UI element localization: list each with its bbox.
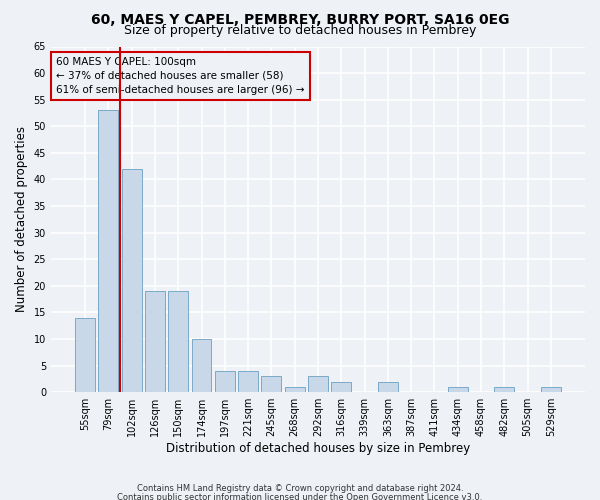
Bar	[448, 387, 467, 392]
Bar	[98, 110, 118, 392]
Bar	[331, 382, 351, 392]
Text: Contains public sector information licensed under the Open Government Licence v3: Contains public sector information licen…	[118, 492, 482, 500]
Bar	[75, 318, 95, 392]
Text: Contains HM Land Registry data © Crown copyright and database right 2024.: Contains HM Land Registry data © Crown c…	[137, 484, 463, 493]
Bar	[191, 339, 211, 392]
Text: Size of property relative to detached houses in Pembrey: Size of property relative to detached ho…	[124, 24, 476, 37]
Bar	[238, 371, 258, 392]
Bar	[169, 291, 188, 392]
Bar	[308, 376, 328, 392]
Bar	[378, 382, 398, 392]
Bar	[145, 291, 165, 392]
Bar	[262, 376, 281, 392]
Bar	[122, 169, 142, 392]
Y-axis label: Number of detached properties: Number of detached properties	[15, 126, 28, 312]
Bar	[285, 387, 305, 392]
Bar	[541, 387, 561, 392]
X-axis label: Distribution of detached houses by size in Pembrey: Distribution of detached houses by size …	[166, 442, 470, 455]
Bar	[494, 387, 514, 392]
Text: 60, MAES Y CAPEL, PEMBREY, BURRY PORT, SA16 0EG: 60, MAES Y CAPEL, PEMBREY, BURRY PORT, S…	[91, 12, 509, 26]
Bar	[215, 371, 235, 392]
Text: 60 MAES Y CAPEL: 100sqm
← 37% of detached houses are smaller (58)
61% of semi-de: 60 MAES Y CAPEL: 100sqm ← 37% of detache…	[56, 57, 305, 95]
